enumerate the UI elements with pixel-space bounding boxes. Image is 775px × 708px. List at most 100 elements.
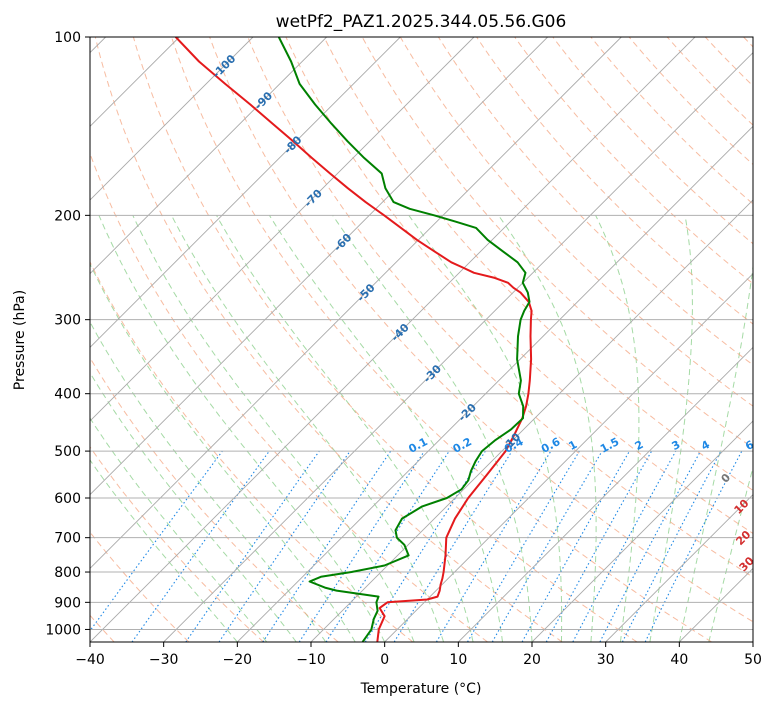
mixing-ratio-lines [90,450,743,642]
plot-area: 0.10.20.40.611.52346810131620253036-100-… [0,37,775,642]
isotherm-line [237,125,753,642]
x-tick-label: −30 [149,652,179,668]
x-tick-label: 30 [597,652,615,668]
isotherm-line [679,567,753,642]
mixing-ratio-line [262,450,392,642]
moist-adiabat-line [132,215,415,642]
isotherm-line [605,494,753,642]
isotherm-label: -80 [281,133,304,156]
moist-adiabat-line [678,263,753,642]
dry-adiabat-line [514,37,753,285]
mixing-ratio-line [185,450,320,642]
moist-adiabat-line [90,262,356,642]
dry-adiabat-line [399,37,753,407]
isotherm-label: -40 [389,321,412,344]
moist-adiabat-line [649,215,693,642]
isobar-grid [90,37,753,630]
x-tick-label: 0 [380,652,389,668]
moist-adiabat-label: 0 [719,471,734,486]
isotherm-line [90,37,622,569]
isotherm-line [90,37,696,642]
mixing-ratio-line [521,450,630,642]
isotherm-label: -70 [302,187,325,210]
dry-adiabat-line [247,37,753,578]
x-tick-label: −10 [296,652,326,668]
y-tick-label: 400 [54,387,81,403]
mixing-ratio-line [90,450,223,632]
x-axis-label: Temperature (°C) [360,681,482,697]
dry-adiabat-line [90,260,414,642]
mixing-ratio-line [599,450,701,642]
data-lines [174,37,533,642]
y-tick-label: 300 [54,313,81,329]
moist-adiabat-line [98,215,386,642]
isotherm-line [90,37,327,275]
y-tick-label: 800 [54,565,81,581]
y-tick-label: 1000 [45,622,81,638]
isotherm-line [90,37,401,348]
y-tick-label: 100 [54,30,81,46]
dry-adiabat-label: 10 [732,497,752,517]
mixing-ratio-label: 0.6 [539,435,563,456]
mixing-ratio-line [218,450,351,642]
isotherm-line [90,37,254,201]
dry-adiabat-line [323,37,753,491]
moist-adiabat-line [90,371,297,642]
dry-adiabat-line [743,37,753,48]
moist-adiabat-line [708,465,753,642]
moist-adiabat-line [216,215,474,642]
isotherm-label: -60 [331,231,354,254]
dry-adiabat-line [90,446,264,642]
dry-adiabat-line [209,37,753,623]
line-labels: 0.10.20.40.611.52346810131620253036-100-… [210,52,775,599]
isotherm-line [531,420,753,642]
mixing-ratio-label: 0.2 [451,435,474,456]
moist-adiabat-line [595,215,640,642]
isotherms [90,37,753,642]
x-axis-ticks: −40 −30 −20 −10 0 10 20 30 40 50 [75,642,762,668]
mixing-ratio-line [364,450,486,642]
moist-adiabat-line [171,215,445,642]
x-tick-label: 10 [449,652,467,668]
saturation-curve [0,37,2,642]
mixing-ratio-line [491,450,603,642]
moist-adiabat-line [90,321,327,642]
isotherm-line [458,346,753,642]
y-tick-label: 600 [54,491,81,507]
y-tick-label: 700 [54,531,81,547]
dry-adiabat-line [666,37,753,126]
mixing-ratio-line [393,450,513,642]
y-tick-label: 900 [54,595,81,611]
chart-title: wetPf2_PAZ1.2025.344.05.56.G06 [276,12,567,32]
isotherm-line [90,37,475,422]
isotherm-label: -100 [210,52,239,81]
x-tick-label: 40 [670,652,688,668]
isotherm-line [163,52,753,642]
isotherm-line [310,199,753,642]
dry-adiabat-line [90,531,190,642]
dry-adiabat-line [476,37,753,325]
dry-adiabat-label: 40 [756,579,775,599]
y-tick-label: 200 [54,208,81,224]
isotherm-line [90,37,548,496]
temperature-line [174,37,533,642]
dry-adiabat-line [552,37,753,245]
isotherm-label: -50 [354,281,377,304]
mixing-ratio-line [545,450,653,642]
mixing-ratio-line [572,450,677,642]
y-axis-label: Pressure (hPa) [12,290,28,390]
dry-adiabat-line [132,37,638,642]
dry-adiabat-line [171,37,712,642]
mixing-ratio-line [435,450,552,642]
mixing-ratio-label: 6 [743,438,756,453]
dewpoint-line [277,37,531,642]
dry-adiabat-line [704,37,753,87]
dry-adiabat-label: 30 [737,554,757,574]
moist-adiabat-line [408,215,563,642]
y-axis-ticks: 100 200 300 400 500 600 700 800 900 1000 [45,30,90,638]
y-tick-label: 500 [54,444,81,460]
mixing-ratio-line [467,450,580,642]
moist-adiabat-line [332,215,533,642]
isotherm-line [752,641,753,642]
